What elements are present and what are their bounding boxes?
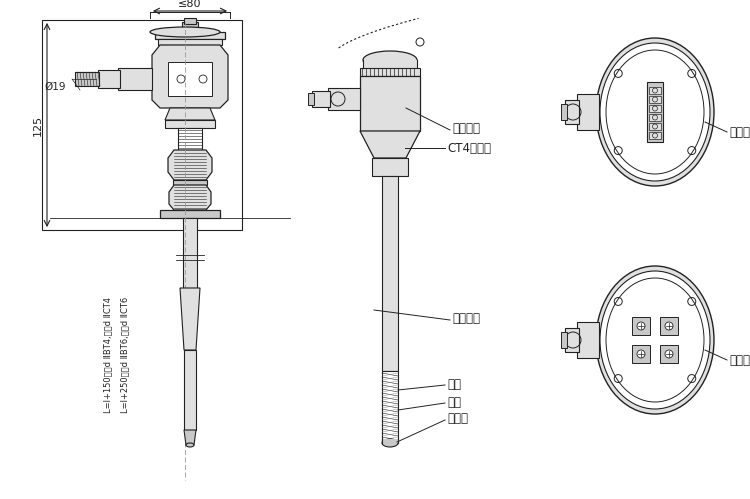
Text: ≤80: ≤80: [178, 0, 202, 9]
Bar: [649, 114, 661, 121]
Text: L=l+150用于d ⅡBT4,用于d ⅡCT4: L=l+150用于d ⅡBT4,用于d ⅡCT4: [104, 297, 112, 413]
Bar: [312, 91, 330, 107]
Ellipse shape: [600, 271, 710, 409]
Bar: [577, 94, 599, 130]
Bar: [565, 328, 579, 352]
Polygon shape: [184, 430, 196, 445]
Bar: [75, 72, 99, 86]
Bar: [660, 317, 678, 335]
Text: CT4防爆盒: CT4防爆盒: [447, 142, 491, 155]
Polygon shape: [165, 108, 215, 120]
Text: 偶丝: 偶丝: [447, 378, 461, 391]
Ellipse shape: [596, 38, 714, 186]
Bar: [632, 345, 650, 363]
Polygon shape: [152, 45, 228, 108]
Ellipse shape: [596, 266, 714, 414]
Bar: [649, 87, 661, 94]
Bar: [561, 332, 567, 348]
Bar: [649, 105, 661, 112]
Bar: [42, 20, 242, 230]
Bar: [182, 22, 198, 32]
Ellipse shape: [186, 443, 194, 447]
Polygon shape: [169, 185, 211, 210]
Bar: [118, 68, 152, 90]
Circle shape: [637, 350, 645, 358]
Polygon shape: [360, 131, 420, 158]
Ellipse shape: [606, 50, 704, 174]
Ellipse shape: [606, 278, 704, 402]
Text: 电气出口: 电气出口: [452, 122, 480, 136]
Ellipse shape: [600, 43, 710, 181]
Bar: [649, 123, 661, 130]
Bar: [363, 60, 417, 70]
Bar: [183, 218, 197, 288]
Bar: [649, 132, 661, 139]
Bar: [632, 317, 650, 335]
Bar: [382, 176, 398, 371]
Bar: [561, 104, 567, 120]
Polygon shape: [180, 288, 200, 350]
Text: 125: 125: [33, 114, 43, 136]
Text: 接线端子: 接线端子: [729, 126, 750, 139]
Text: 测量端: 测量端: [447, 413, 468, 426]
Bar: [382, 371, 398, 443]
Text: L=l+250用于d ⅡBT6,用于d ⅡCT6: L=l+250用于d ⅡBT6,用于d ⅡCT6: [121, 297, 130, 413]
Bar: [382, 439, 398, 443]
Ellipse shape: [150, 27, 220, 37]
Bar: [649, 96, 661, 103]
Bar: [328, 88, 360, 110]
Bar: [184, 350, 196, 430]
Ellipse shape: [363, 51, 417, 69]
Bar: [577, 322, 599, 358]
Circle shape: [637, 322, 645, 330]
Bar: [155, 32, 225, 39]
Text: 瓷珠: 瓷珠: [447, 396, 461, 409]
Bar: [372, 158, 408, 176]
Bar: [178, 128, 202, 150]
Bar: [173, 180, 207, 185]
Bar: [360, 76, 420, 131]
Bar: [168, 62, 212, 96]
Bar: [647, 82, 663, 142]
Polygon shape: [168, 150, 212, 180]
Text: 接线端子: 接线端子: [729, 353, 750, 366]
Circle shape: [665, 322, 673, 330]
Circle shape: [665, 350, 673, 358]
Text: 电气出口: 电气出口: [452, 312, 480, 325]
Text: Ø19: Ø19: [44, 82, 66, 92]
Bar: [184, 18, 196, 24]
Bar: [565, 100, 579, 124]
Bar: [165, 120, 215, 128]
Bar: [660, 345, 678, 363]
Ellipse shape: [382, 439, 398, 447]
Bar: [308, 93, 314, 105]
Bar: [360, 68, 420, 76]
Bar: [160, 210, 220, 218]
Bar: [98, 70, 120, 88]
Bar: [158, 39, 222, 45]
